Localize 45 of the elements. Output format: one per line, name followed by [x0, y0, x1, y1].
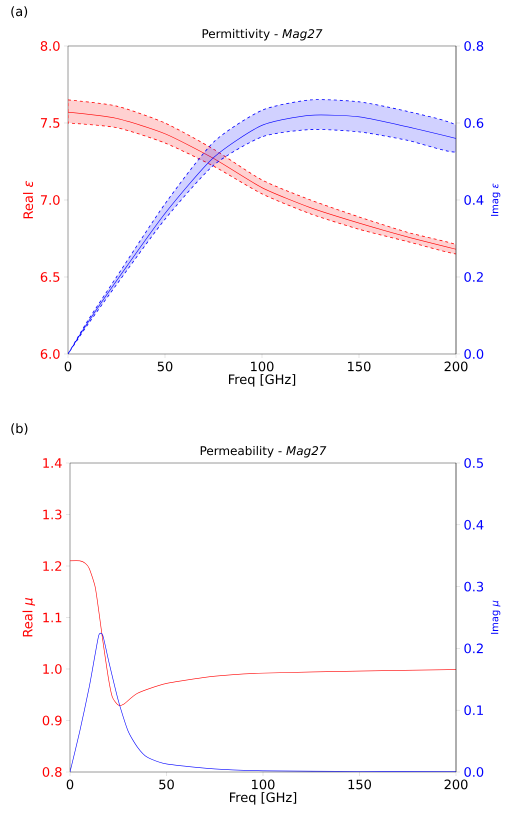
line-series: [70, 560, 456, 706]
y-tick-label: 1.1: [43, 612, 62, 622]
x-tick-label: 200: [444, 362, 468, 372]
x-tick-label: 100: [252, 780, 274, 790]
x-tick-label: 150: [348, 362, 370, 372]
x-tick-label: 0: [64, 362, 72, 372]
line-series: [70, 633, 456, 772]
x-tick-label: 200: [444, 780, 468, 790]
y2-tick-label: 0.3: [464, 582, 484, 592]
y2-tick-label: 0.4: [464, 520, 484, 530]
y2-axis-title: Imag μ: [490, 600, 500, 634]
x-tick-label: 150: [348, 780, 371, 790]
y2-tick-label: 0.8: [464, 41, 484, 51]
y2-tick-label: 0.4: [464, 195, 484, 205]
x-tick-label: 50: [158, 362, 172, 372]
y-tick-label: 0.9: [42, 716, 62, 726]
chart-title: Permeability - Mag27: [200, 446, 326, 458]
text: (b): [11, 423, 28, 435]
y-tick-label: 7.0: [40, 195, 60, 205]
y2-tick-label: 0.6: [464, 118, 484, 128]
y-axis-title: Real μ: [22, 598, 36, 636]
y-tick-label: 1.0: [43, 664, 62, 674]
chart-title: Permittivity - Mag27: [202, 28, 322, 40]
y-axis-title: Real ε: [23, 180, 34, 218]
x-tick-label: 50: [159, 780, 174, 790]
y2-axis-title: Imag ε: [490, 184, 500, 216]
y-tick-label: 1.4: [43, 458, 62, 468]
y-tick-label: 6.0: [40, 349, 60, 359]
y2-tick-label: 0.0: [464, 349, 484, 359]
y-tick-label: 0.8: [42, 767, 62, 777]
y-tick-label: 1.2: [43, 561, 62, 571]
y2-tick-label: 0.1: [464, 705, 483, 716]
x-axis-title: Freq [GHz]: [229, 374, 296, 387]
y2-tick-label: 0.2: [464, 644, 483, 654]
x-tick-label: 100: [251, 362, 274, 372]
x-axis-title: Freq [GHz]: [230, 792, 296, 805]
y2-tick-label: 0.2: [464, 272, 483, 282]
y2-tick-label: 0.5: [464, 458, 483, 468]
y-tick-label: 6.5: [40, 272, 60, 282]
y-tick-label: 1.3: [43, 510, 62, 520]
text: (a): [11, 6, 28, 18]
y-tick-label: 8.0: [40, 41, 60, 51]
x-tick-label: 0: [66, 780, 74, 790]
y-tick-label: 7.5: [40, 118, 60, 128]
y2-tick-label: 0.0: [464, 767, 484, 777]
